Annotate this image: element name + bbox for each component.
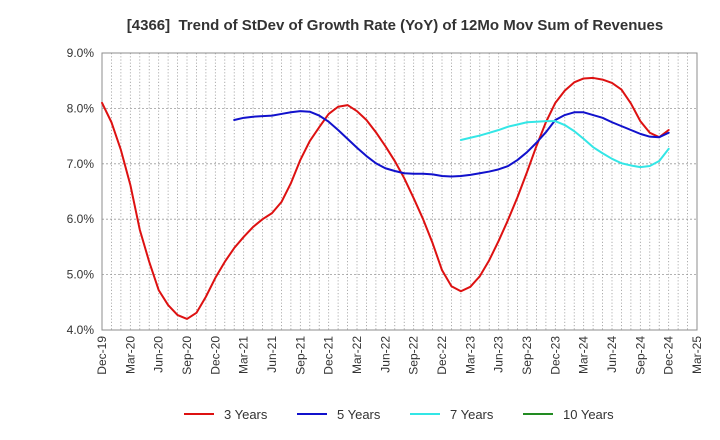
x-tick-label: Mar-22 bbox=[350, 336, 364, 374]
y-tick-label: 9.0% bbox=[67, 46, 95, 60]
legend-label-10-years: 10 Years bbox=[563, 407, 614, 422]
series-lines bbox=[101, 76, 670, 320]
legend-item-10-years: 10 Years bbox=[523, 407, 614, 422]
x-tick-label: Mar-24 bbox=[577, 336, 591, 374]
x-axis: Dec-19 Mar-20 Jun-20 Sep-20 Dec-20 Mar-21 Jun-… bbox=[95, 336, 704, 375]
chart-title: [4366] Trend of StDev of Growth Rate (Yo… bbox=[127, 17, 663, 34]
legend-label-7-years: 7 Years bbox=[450, 407, 494, 422]
x-tick-label: Dec-22 bbox=[435, 336, 449, 375]
series-line-7-years bbox=[459, 120, 670, 169]
legend-item-5-years: 5 Years bbox=[297, 407, 381, 422]
x-tick-label: Jun-23 bbox=[492, 336, 506, 373]
x-tick-label: Sep-22 bbox=[407, 336, 421, 375]
grid bbox=[102, 53, 697, 330]
x-tick-label: Jun-22 bbox=[378, 336, 392, 373]
x-tick-label: Dec-20 bbox=[208, 336, 222, 375]
x-tick-label: Jun-24 bbox=[605, 336, 619, 373]
legend-item-3-years: 3 Years bbox=[184, 407, 268, 422]
y-tick-label: 6.0% bbox=[67, 212, 95, 226]
x-tick-label: Mar-23 bbox=[463, 336, 477, 374]
legend: 3 Years 5 Years 7 Years 10 Years bbox=[184, 407, 614, 422]
y-tick-label: 4.0% bbox=[67, 323, 95, 337]
x-tick-label: Mar-25 bbox=[690, 336, 704, 374]
y-tick-label: 5.0% bbox=[67, 268, 95, 282]
x-tick-label: Dec-23 bbox=[548, 336, 562, 375]
legend-item-7-years: 7 Years bbox=[410, 407, 494, 422]
x-tick-label: Mar-20 bbox=[123, 336, 137, 374]
y-axis: 4.0% 5.0% 6.0% 7.0% 8.0% 9.0% bbox=[67, 46, 95, 337]
x-tick-label: Sep-23 bbox=[520, 336, 534, 375]
x-tick-label: Mar-21 bbox=[237, 336, 251, 374]
plot-area-border bbox=[101, 52, 698, 331]
x-tick-label: Jun-21 bbox=[265, 336, 279, 373]
legend-label-5-years: 5 Years bbox=[337, 407, 381, 422]
x-tick-label: Dec-21 bbox=[322, 336, 336, 375]
x-tick-label: Dec-24 bbox=[662, 336, 676, 375]
x-tick-label: Sep-24 bbox=[633, 336, 647, 375]
series-line-3-years bbox=[101, 76, 670, 320]
x-tick-label: Sep-20 bbox=[180, 336, 194, 375]
x-tick-label: Jun-20 bbox=[152, 336, 166, 373]
y-tick-label: 7.0% bbox=[67, 157, 95, 171]
x-tick-label: Dec-19 bbox=[95, 336, 109, 375]
y-tick-label: 8.0% bbox=[67, 101, 95, 115]
series-line-5-years bbox=[233, 110, 670, 178]
x-tick-label: Sep-21 bbox=[293, 336, 307, 375]
legend-label-3-years: 3 Years bbox=[224, 407, 268, 422]
